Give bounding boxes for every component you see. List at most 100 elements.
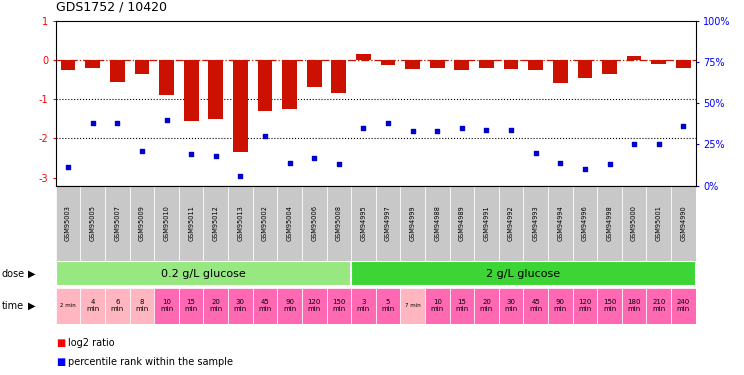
- Text: GSM95012: GSM95012: [213, 205, 219, 241]
- Point: [481, 126, 493, 132]
- Bar: [430, 60, 445, 68]
- Bar: [278, 186, 302, 261]
- Text: ■: ■: [56, 357, 65, 367]
- Bar: [129, 288, 154, 324]
- Bar: [523, 186, 548, 261]
- Bar: [233, 60, 248, 152]
- Bar: [203, 288, 228, 324]
- Bar: [278, 288, 302, 324]
- Bar: [449, 186, 474, 261]
- Text: GSM95008: GSM95008: [336, 205, 341, 241]
- Bar: [651, 60, 666, 64]
- Text: 240
min: 240 min: [677, 299, 690, 312]
- Bar: [528, 60, 543, 70]
- Text: percentile rank within the sample: percentile rank within the sample: [68, 357, 233, 367]
- Text: GSM94996: GSM94996: [582, 205, 588, 241]
- Bar: [203, 186, 228, 261]
- Bar: [425, 186, 449, 261]
- Point: [259, 133, 271, 139]
- Text: 45
min: 45 min: [529, 299, 542, 312]
- Bar: [498, 186, 523, 261]
- Bar: [405, 60, 420, 69]
- Point: [579, 166, 591, 172]
- Bar: [154, 186, 179, 261]
- Bar: [61, 60, 75, 70]
- Bar: [56, 186, 80, 261]
- Text: 10
min: 10 min: [160, 299, 173, 312]
- Text: 120
min: 120 min: [307, 299, 321, 312]
- Text: GSM95006: GSM95006: [311, 205, 317, 241]
- Text: GSM94994: GSM94994: [557, 205, 563, 241]
- Point: [554, 159, 566, 165]
- Bar: [80, 288, 105, 324]
- Bar: [331, 60, 346, 93]
- Text: 180
min: 180 min: [627, 299, 641, 312]
- Point: [308, 154, 320, 160]
- Point: [652, 141, 664, 147]
- Bar: [602, 60, 617, 74]
- Point: [62, 165, 74, 171]
- Text: GDS1752 / 10420: GDS1752 / 10420: [56, 0, 167, 13]
- Bar: [548, 288, 573, 324]
- Text: time: time: [1, 301, 24, 310]
- Bar: [474, 288, 498, 324]
- Text: GSM95001: GSM95001: [655, 205, 661, 241]
- Bar: [129, 186, 154, 261]
- Bar: [449, 288, 474, 324]
- Bar: [548, 186, 573, 261]
- Bar: [110, 60, 125, 81]
- Bar: [647, 288, 671, 324]
- Text: 0.2 g/L glucose: 0.2 g/L glucose: [161, 269, 246, 279]
- Point: [407, 128, 419, 134]
- Bar: [356, 54, 371, 60]
- Bar: [351, 186, 376, 261]
- Bar: [400, 186, 425, 261]
- Text: GSM94991: GSM94991: [484, 206, 490, 241]
- Bar: [647, 186, 671, 261]
- Bar: [105, 186, 129, 261]
- Point: [677, 123, 689, 129]
- Text: 150
min: 150 min: [603, 299, 616, 312]
- Bar: [573, 186, 597, 261]
- Bar: [671, 186, 696, 261]
- Text: 30
min: 30 min: [234, 299, 247, 312]
- Text: 6
min: 6 min: [111, 299, 124, 312]
- Bar: [257, 60, 272, 111]
- Text: 15
min: 15 min: [185, 299, 198, 312]
- Bar: [184, 60, 199, 121]
- Bar: [455, 60, 469, 70]
- Text: 90
min: 90 min: [283, 299, 296, 312]
- Bar: [351, 261, 696, 286]
- Bar: [676, 60, 690, 68]
- Bar: [56, 288, 80, 324]
- Text: GSM95011: GSM95011: [188, 205, 194, 241]
- Text: GSM94990: GSM94990: [680, 205, 686, 241]
- Text: 8
min: 8 min: [135, 299, 149, 312]
- Bar: [159, 60, 174, 95]
- Bar: [135, 60, 150, 74]
- Point: [112, 120, 124, 126]
- Point: [530, 150, 542, 156]
- Point: [628, 141, 640, 147]
- Point: [505, 126, 517, 132]
- Bar: [208, 60, 223, 119]
- Text: 210
min: 210 min: [652, 299, 665, 312]
- Bar: [474, 186, 498, 261]
- Bar: [253, 186, 278, 261]
- Text: 2 g/L glucose: 2 g/L glucose: [487, 269, 560, 279]
- Point: [234, 173, 246, 179]
- Bar: [553, 60, 568, 84]
- Text: GSM94998: GSM94998: [606, 205, 612, 241]
- Bar: [381, 60, 395, 64]
- Text: GSM95002: GSM95002: [262, 205, 268, 241]
- Text: GSM94989: GSM94989: [459, 205, 465, 241]
- Point: [161, 117, 173, 123]
- Text: GSM95005: GSM95005: [90, 205, 96, 241]
- Point: [456, 125, 468, 131]
- Bar: [376, 288, 400, 324]
- Text: 45
min: 45 min: [258, 299, 272, 312]
- Bar: [282, 60, 297, 109]
- Point: [283, 159, 295, 165]
- Bar: [351, 288, 376, 324]
- Text: 4
min: 4 min: [86, 299, 100, 312]
